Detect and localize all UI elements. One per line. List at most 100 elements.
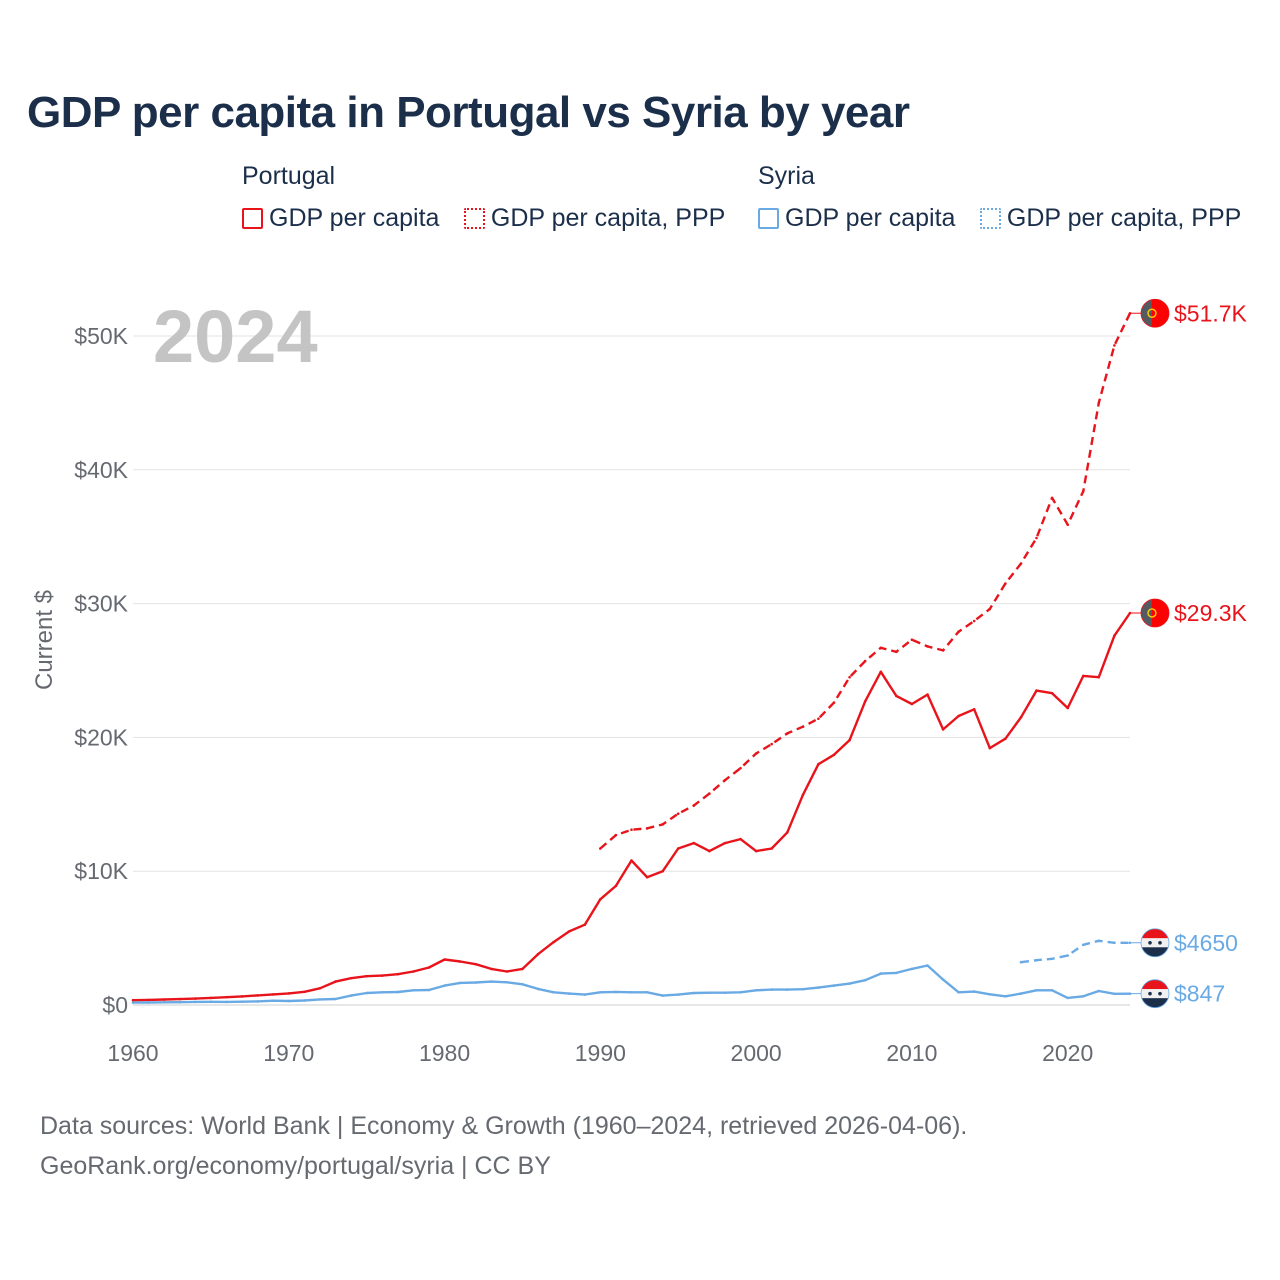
series-line-1 xyxy=(599,312,1132,850)
data-point-s1-10 xyxy=(754,752,758,755)
data-point-s0-38 xyxy=(723,841,727,845)
x-tick-label: 1960 xyxy=(107,1040,158,1066)
data-point-s2-17 xyxy=(396,990,400,994)
data-point-s2-10 xyxy=(287,999,291,1003)
data-point-s2-46 xyxy=(848,982,851,985)
footer-sources: Data sources: World Bank | Economy & Gro… xyxy=(40,1112,968,1140)
legend-item-portugal-ppp[interactable]: GDP per capita, PPP xyxy=(463,204,726,233)
data-point-s1-13 xyxy=(801,725,805,728)
data-point-s1-20 xyxy=(910,638,914,641)
data-point-s2-60 xyxy=(1066,996,1069,1000)
data-point-s0-34 xyxy=(661,869,664,873)
data-point-s2-59 xyxy=(1050,989,1054,992)
data-point-s0-2 xyxy=(162,998,166,1001)
data-point-s1-23 xyxy=(957,630,960,633)
data-point-s1-33 xyxy=(1113,344,1116,347)
data-point-s0-30 xyxy=(599,898,602,901)
data-point-s1-4 xyxy=(661,823,664,826)
data-point-s1-9 xyxy=(739,766,742,770)
data-point-s2-26 xyxy=(536,987,540,991)
data-point-s0-61 xyxy=(1082,674,1085,678)
x-tick-label: 1970 xyxy=(263,1040,314,1066)
data-point-s2-58 xyxy=(1035,989,1038,992)
footer: Data sources: World Bank | Economy & Gro… xyxy=(40,1106,967,1186)
end-value-label: $51.7K xyxy=(1174,300,1248,326)
data-point-s2-15 xyxy=(365,991,369,995)
data-point-s2-13 xyxy=(334,997,337,1001)
data-point-s1-2 xyxy=(630,828,633,831)
data-point-s0-63 xyxy=(1113,634,1116,637)
data-point-s0-55 xyxy=(988,746,992,750)
data-point-s1-8 xyxy=(723,778,727,782)
data-point-s2-33 xyxy=(645,991,649,994)
data-point-s1-12 xyxy=(786,732,789,735)
y-tick-label: $30K xyxy=(74,591,128,617)
data-point-s0-57 xyxy=(1019,716,1023,719)
data-point-s2-55 xyxy=(988,993,992,996)
data-point-s1-17 xyxy=(863,659,867,663)
data-point-s2-23 xyxy=(490,980,493,983)
data-point-s2-47 xyxy=(863,978,867,982)
data-point-s2-61 xyxy=(1082,995,1085,998)
y-tick-label: $0 xyxy=(102,992,128,1018)
y-tick-label: $50K xyxy=(74,323,128,349)
data-point-s1-11 xyxy=(770,742,773,746)
data-point-s0-23 xyxy=(490,967,493,971)
x-tick-label: 2000 xyxy=(731,1040,782,1066)
data-point-s2-40 xyxy=(754,989,758,992)
data-point-s0-58 xyxy=(1035,689,1038,692)
data-point-s2-29 xyxy=(583,993,587,996)
data-point-s0-10 xyxy=(287,992,291,995)
legend-swatch-solid-blue xyxy=(758,208,779,229)
data-point-s2-49 xyxy=(895,971,898,975)
data-point-s3-0 xyxy=(1019,960,1023,964)
data-point-s1-3 xyxy=(645,827,649,830)
data-point-s0-0 xyxy=(131,998,135,1002)
data-point-s0-17 xyxy=(396,972,400,976)
data-point-s2-1 xyxy=(147,1001,150,1004)
legend-group-portugal: Portugal GDP per capita GDP per capita, … xyxy=(242,162,725,232)
y-tick-label: $20K xyxy=(74,724,128,750)
data-point-s2-12 xyxy=(318,998,322,1001)
data-point-s1-29 xyxy=(1050,496,1054,500)
data-point-s2-41 xyxy=(770,988,773,991)
data-point-s1-16 xyxy=(848,675,851,679)
data-point-s2-38 xyxy=(723,991,727,994)
data-point-s0-56 xyxy=(1004,737,1007,740)
data-point-s0-3 xyxy=(178,997,181,1001)
legend-item-portugal-gdp[interactable]: GDP per capita xyxy=(242,204,439,233)
data-point-s1-18 xyxy=(879,646,883,650)
x-tick-label: 1980 xyxy=(419,1040,470,1066)
data-point-s1-5 xyxy=(676,812,680,815)
legend-swatch-dotted-red xyxy=(463,208,485,229)
data-point-s0-4 xyxy=(194,997,197,1000)
data-point-s2-48 xyxy=(879,972,883,975)
data-point-s0-62 xyxy=(1097,675,1101,679)
data-point-s0-36 xyxy=(692,841,696,845)
data-point-s2-14 xyxy=(349,994,353,997)
data-point-s0-31 xyxy=(614,884,618,888)
data-point-s2-45 xyxy=(832,984,836,987)
data-point-s2-20 xyxy=(443,984,446,987)
y-tick-label: $10K xyxy=(74,858,128,884)
end-markers: $29.3K $51.7K $847 $4650 xyxy=(1130,298,1248,1009)
data-point-s0-22 xyxy=(474,962,478,966)
legend-item-syria-ppp[interactable]: GDP per capita, PPP xyxy=(979,204,1241,233)
data-point-s2-22 xyxy=(474,981,478,984)
data-point-s2-3 xyxy=(178,1000,181,1004)
data-point-s0-50 xyxy=(910,702,914,706)
footer-link[interactable]: GeoRank.org/economy/portugal/syria | CC … xyxy=(40,1152,551,1180)
data-point-s2-42 xyxy=(786,988,789,991)
data-point-s2-28 xyxy=(567,992,571,995)
data-point-s0-25 xyxy=(521,967,524,971)
data-point-s2-52 xyxy=(941,978,945,981)
data-point-s3-4 xyxy=(1082,943,1085,947)
data-point-s2-27 xyxy=(552,991,555,994)
data-point-s1-22 xyxy=(941,649,945,652)
data-point-s2-63 xyxy=(1113,992,1116,996)
data-point-s2-37 xyxy=(708,991,711,994)
legend-label: GDP per capita, PPP xyxy=(490,204,726,232)
legend-item-syria-gdp[interactable]: GDP per capita xyxy=(758,204,955,233)
data-point-s0-45 xyxy=(832,753,836,757)
data-point-s0-46 xyxy=(848,738,851,742)
